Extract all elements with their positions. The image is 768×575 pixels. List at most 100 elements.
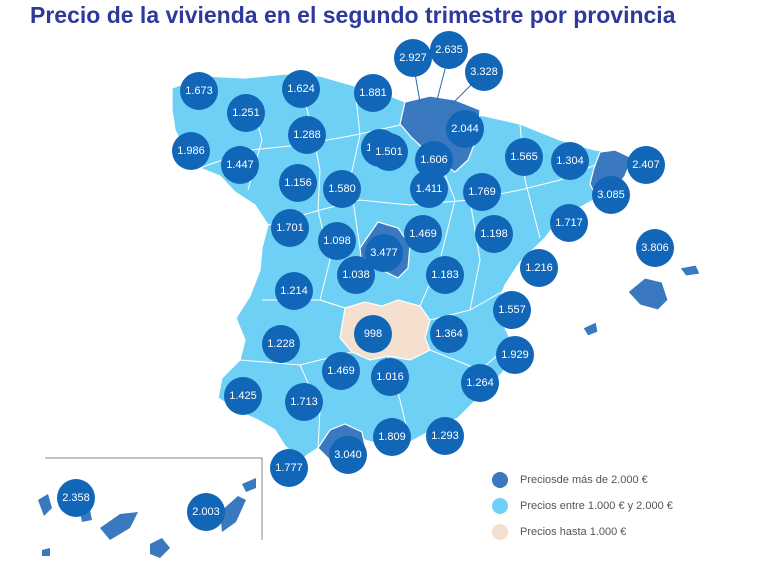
price-bubble: 2.927 bbox=[394, 39, 432, 77]
price-label: 2.635 bbox=[435, 44, 463, 56]
price-label: 1.264 bbox=[466, 377, 494, 389]
price-bubble: 1.701 bbox=[271, 209, 309, 247]
price-bubble: 1.673 bbox=[180, 72, 218, 110]
price-bubble: 1.717 bbox=[550, 204, 588, 242]
price-bubble-circle bbox=[373, 418, 411, 456]
price-bubble: 1.777 bbox=[270, 449, 308, 487]
price-label: 1.881 bbox=[359, 87, 387, 99]
price-bubble: 1.469 bbox=[404, 215, 442, 253]
price-bubble-circle bbox=[337, 256, 375, 294]
price-label: 1.216 bbox=[525, 262, 553, 274]
price-label: 1.304 bbox=[556, 155, 584, 167]
price-label: 1.673 bbox=[185, 85, 213, 97]
price-bubble-circle bbox=[520, 249, 558, 287]
price-bubble: 1.228 bbox=[262, 325, 300, 363]
price-bubble: 2.358 bbox=[57, 479, 95, 517]
price-bubble-circle bbox=[180, 72, 218, 110]
price-bubble-circle bbox=[323, 170, 361, 208]
price-label: 2.927 bbox=[399, 52, 427, 64]
price-label: 2.044 bbox=[451, 123, 479, 135]
price-bubble: 1.216 bbox=[520, 249, 558, 287]
price-bubble: 1.198 bbox=[475, 215, 513, 253]
price-bubble-circle bbox=[426, 256, 464, 294]
price-bubble: 1.264 bbox=[461, 364, 499, 402]
price-bubble: 3.477 bbox=[365, 234, 403, 272]
price-bubble: 1.038 bbox=[337, 256, 375, 294]
price-bubble-circle bbox=[446, 110, 484, 148]
price-label: 1.986 bbox=[177, 145, 205, 157]
price-label: 1.469 bbox=[327, 365, 355, 377]
price-label: 1.411 bbox=[416, 183, 443, 195]
price-bubble-circle bbox=[636, 229, 674, 267]
price-bubble-circle bbox=[354, 74, 392, 112]
price-bubble-circle bbox=[371, 358, 409, 396]
price-bubble-circle bbox=[463, 173, 501, 211]
price-bubble-circle bbox=[410, 170, 448, 208]
price-bubble: 3.806 bbox=[636, 229, 674, 267]
price-bubble: 1.580 bbox=[323, 170, 361, 208]
price-bubble: 1.183 bbox=[426, 256, 464, 294]
price-label: 1.809 bbox=[378, 431, 406, 443]
canary-inset-frame bbox=[45, 457, 263, 540]
price-bubble: 1.809 bbox=[373, 418, 411, 456]
price-label: 1.228 bbox=[267, 338, 295, 350]
price-label: 2.003 bbox=[192, 506, 220, 518]
price-bubble: 3.085 bbox=[592, 176, 630, 214]
price-label: 1.447 bbox=[226, 159, 254, 171]
price-label: 1.606 bbox=[420, 154, 448, 166]
price-bubble-circle bbox=[285, 383, 323, 421]
price-bubble: 2.044 bbox=[446, 110, 484, 148]
price-label: 1.769 bbox=[468, 186, 496, 198]
price-bubble-circle bbox=[224, 377, 262, 415]
price-bubble: 2.407 bbox=[627, 146, 665, 184]
price-label: 1.288 bbox=[293, 129, 321, 141]
price-bubble: 1.929 bbox=[496, 336, 534, 374]
island-la-palma bbox=[38, 494, 52, 516]
price-label: 1.183 bbox=[431, 269, 459, 281]
price-bubble-circle bbox=[475, 215, 513, 253]
price-label: 1.038 bbox=[342, 269, 370, 281]
legend: Preciosde más de 2.000 € Precios entre 1.… bbox=[492, 472, 673, 540]
island-el-hierro bbox=[42, 548, 50, 556]
price-label: 3.477 bbox=[370, 247, 398, 259]
price-label: 1.565 bbox=[510, 151, 538, 163]
price-label: 2.358 bbox=[62, 492, 90, 504]
price-bubble-circle bbox=[627, 146, 665, 184]
price-bubble-circle bbox=[493, 291, 531, 329]
island-fuerteventura bbox=[220, 496, 246, 532]
price-bubble-circle bbox=[404, 215, 442, 253]
price-bubble: 1.016 bbox=[371, 358, 409, 396]
price-bubble-circle bbox=[465, 53, 503, 91]
price-label: 1.364 bbox=[435, 328, 463, 340]
price-bubble-circle bbox=[394, 39, 432, 77]
price-label: 1.251 bbox=[232, 107, 260, 119]
map-title: Precio de la vivienda en el segundo trim… bbox=[30, 2, 676, 28]
price-bubble: 1.606 bbox=[415, 141, 453, 179]
price-bubble: 1.293 bbox=[426, 417, 464, 455]
price-label: 998 bbox=[364, 328, 382, 340]
price-bubble-circle bbox=[329, 436, 367, 474]
price-label: 3.085 bbox=[597, 189, 625, 201]
price-bubble: 3.328 bbox=[465, 53, 503, 91]
price-label: 3.328 bbox=[470, 66, 498, 78]
price-label: 1.713 bbox=[290, 396, 318, 408]
price-bubbles: 1.673 1.624 1.881 2.927 2.635 3.328 1.251 1.986… bbox=[57, 31, 674, 531]
legend-label: Precios hasta 1.000 € bbox=[520, 526, 626, 538]
legend-label: Preciosde más de 2.000 € bbox=[520, 474, 648, 486]
price-label: 1.580 bbox=[328, 183, 356, 195]
price-bubble-circle bbox=[461, 364, 499, 402]
price-label: 1.469 bbox=[409, 228, 437, 240]
price-label: 1.098 bbox=[323, 235, 351, 247]
island-mallorca bbox=[627, 277, 669, 311]
price-bubble: 3.040 bbox=[329, 436, 367, 474]
price-label: 1.501 bbox=[375, 146, 403, 158]
price-bubble-circle bbox=[551, 142, 589, 180]
price-bubble-circle bbox=[430, 315, 468, 353]
price-bubble-circle bbox=[270, 449, 308, 487]
price-bubble-circle bbox=[282, 70, 320, 108]
price-bubble-circle bbox=[415, 141, 453, 179]
price-bubble-circle bbox=[221, 146, 259, 184]
price-bubble-circle bbox=[279, 164, 317, 202]
price-bubble: 1.425 bbox=[224, 377, 262, 415]
legend-swatch bbox=[492, 524, 508, 540]
